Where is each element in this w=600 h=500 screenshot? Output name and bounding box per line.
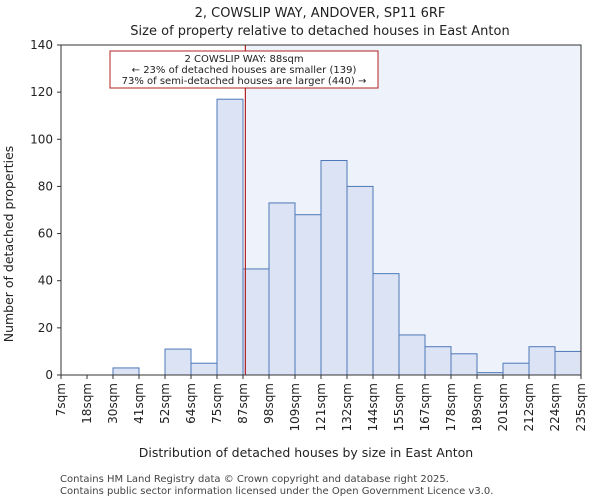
x-tick-label: 41sqm — [132, 383, 146, 424]
bar-155sqm — [398, 334, 426, 376]
x-tick-label: 144sqm — [366, 383, 380, 431]
y-tick-label: 60 — [38, 227, 53, 241]
plot-area: 0 20 40 60 80 100 120 140 7sqm 18sqm 30sqm 41sqm 52… — [30, 38, 588, 431]
bar-75sqm — [216, 98, 244, 376]
annotation-box: 2 COWSLIP WAY: 88sqm ← 23% of detached h… — [109, 50, 379, 89]
x-tick-label: 18sqm — [80, 383, 94, 424]
chart-title: 2, COWSLIP WAY, ANDOVER, SP11 6RF — [195, 6, 446, 21]
x-tick-label: 201sqm — [496, 383, 510, 431]
x-tick-label: 109sqm — [288, 383, 302, 431]
x-tick-label: 178sqm — [444, 383, 458, 431]
y-tick-label: 40 — [38, 274, 53, 288]
y-axis-label: Number of detached properties — [1, 146, 16, 343]
x-axis-label: Distribution of detached houses by size … — [139, 445, 473, 460]
annotation-line-2: ← 23% of detached houses are smaller (13… — [132, 65, 357, 76]
x-tick-label: 167sqm — [418, 383, 432, 431]
x-tick-label: 98sqm — [262, 383, 276, 424]
y-tick-label: 20 — [38, 321, 53, 335]
bar-144sqm — [372, 273, 400, 376]
bar-98sqm — [268, 202, 296, 376]
bar-167sqm — [424, 346, 452, 376]
x-tick-label: 224sqm — [548, 383, 562, 431]
footer-line-2: Contains public sector information licen… — [60, 486, 493, 497]
x-tick-label: 64sqm — [184, 383, 198, 424]
x-tick-label: 7sqm — [54, 383, 68, 416]
x-tick-label: 155sqm — [392, 383, 406, 431]
x-tick-label: 52sqm — [158, 383, 172, 424]
y-tick-label: 80 — [38, 179, 53, 193]
bar-109sqm — [294, 214, 322, 376]
x-tick-label: 30sqm — [106, 383, 120, 424]
x-tick-label: 121sqm — [314, 383, 328, 431]
bar-30sqm — [112, 367, 140, 376]
y-tick-label: 100 — [30, 132, 53, 146]
y-tick-label: 140 — [30, 38, 53, 52]
bar-201sqm — [502, 362, 530, 376]
x-tick-label: 189sqm — [470, 383, 484, 431]
x-tick-label: 235sqm — [574, 383, 588, 431]
bar-87sqm — [242, 268, 270, 376]
bar-121sqm — [320, 160, 348, 376]
chart-subtitle: Size of property relative to detached ho… — [130, 24, 509, 39]
x-tick-label: 212sqm — [522, 383, 536, 431]
annotation-line-1: 2 COWSLIP WAY: 88sqm — [184, 54, 303, 65]
footer-line-1: Contains HM Land Registry data © Crown c… — [60, 474, 449, 485]
y-tick-label: 120 — [30, 85, 53, 99]
bar-212sqm — [528, 346, 556, 376]
annotation-frame — [109, 50, 379, 89]
y-tick-label: 0 — [45, 368, 53, 382]
bar-224sqm — [554, 350, 582, 376]
x-tick-label: 132sqm — [340, 383, 354, 431]
bar-132sqm — [346, 185, 374, 376]
x-tick-label: 87sqm — [236, 383, 250, 424]
bar-64sqm — [190, 362, 218, 376]
bar-178sqm — [450, 353, 478, 376]
x-tick-label: 75sqm — [210, 383, 224, 424]
annotation-line-3: 73% of semi-detached houses are larger (… — [122, 76, 367, 87]
bar-52sqm — [164, 348, 192, 376]
